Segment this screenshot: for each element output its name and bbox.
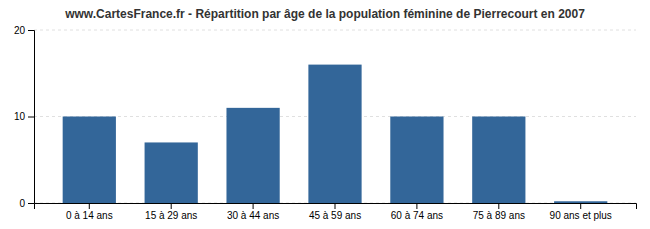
tick-label: 60 à 74 ans (391, 210, 443, 221)
x-tick: 0 à 14 ans (66, 203, 113, 221)
tick-mark (580, 203, 581, 209)
tick-label: 15 à 29 ans (145, 210, 197, 221)
plot: 0 10 20 0 à 14 ans 15 à 29 ans 30 à 44 ans 45 … (14, 25, 637, 221)
tick-label: 75 à 89 ans (473, 210, 525, 221)
bar (63, 117, 116, 204)
bar (226, 108, 279, 203)
tick-label: 0 (19, 198, 25, 209)
tick-label: 90 ans et plus (550, 210, 612, 221)
bars (63, 65, 608, 203)
tick-mark (416, 203, 417, 209)
tick-label: 10 (14, 111, 26, 122)
tick-mark (28, 203, 34, 204)
tick-mark (89, 203, 90, 209)
x-tick: 75 à 89 ans (473, 203, 525, 221)
chart: www.CartesFrance.fr - Répartition par âg… (0, 0, 650, 229)
y-tick: 0 (19, 198, 34, 209)
x-tick: 60 à 74 ans (391, 203, 443, 221)
axis-line (35, 204, 637, 210)
tick-label: 45 à 59 ans (309, 210, 361, 221)
tick-label: 0 à 14 ans (66, 210, 113, 221)
tick-label: 20 (14, 25, 26, 36)
x-tick: 45 à 59 ans (309, 203, 361, 221)
bar (390, 117, 443, 204)
bar (145, 142, 198, 203)
bar (472, 117, 525, 204)
bar (554, 201, 607, 203)
x-tick: 90 ans et plus (550, 203, 612, 221)
bar (308, 65, 361, 203)
grid-line (34, 30, 636, 31)
axis-line (28, 31, 35, 204)
tick-mark (171, 203, 172, 209)
x-tick: 15 à 29 ans (145, 203, 197, 221)
tick-label: 30 à 44 ans (227, 210, 279, 221)
title: www.CartesFrance.fr - Répartition par âg… (64, 7, 585, 21)
tick-mark (253, 203, 254, 209)
tick-mark (28, 117, 34, 118)
y-axis: 0 10 20 (14, 25, 35, 209)
y-tick: 10 (14, 111, 34, 122)
grid (34, 30, 636, 203)
x-axis: 0 à 14 ans 15 à 29 ans 30 à 44 ans 45 à 59 … (35, 203, 637, 221)
tick-mark (28, 30, 34, 31)
tick-mark (498, 203, 499, 209)
x-tick: 30 à 44 ans (227, 203, 279, 221)
y-tick: 20 (14, 25, 34, 36)
tick-mark (335, 203, 336, 209)
